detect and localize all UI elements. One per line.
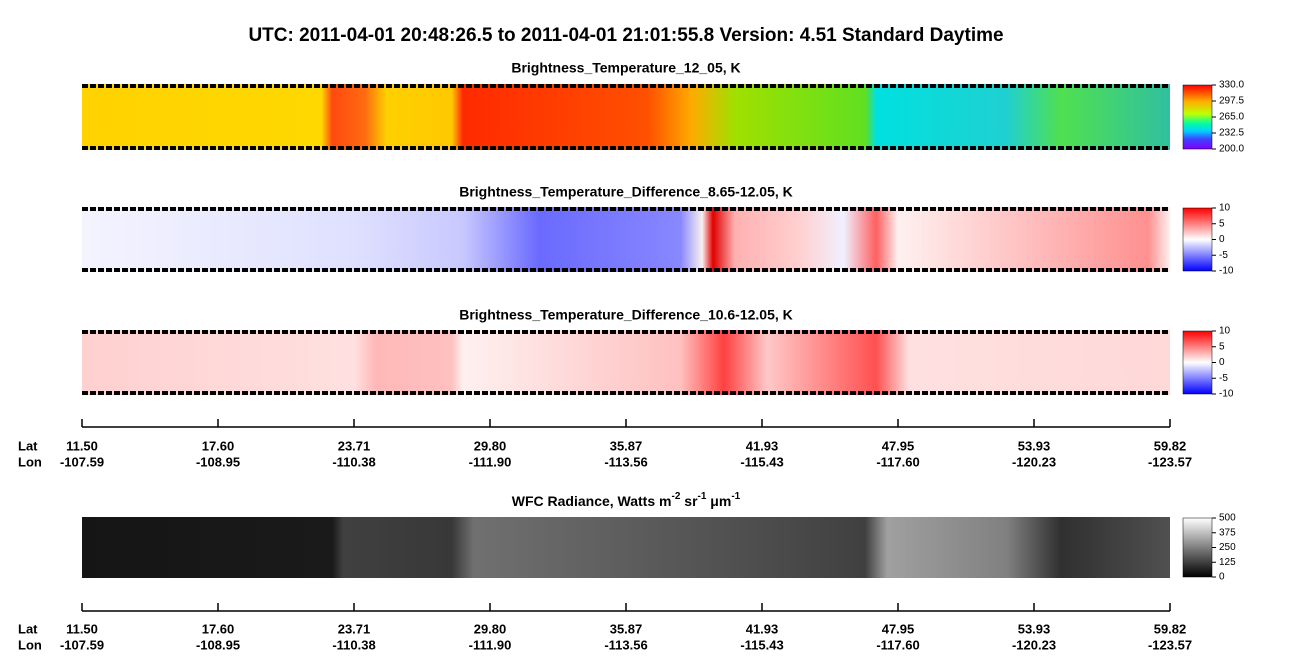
lat-tick-label: 41.93 xyxy=(746,438,779,453)
lon-tick-label: -117.60 xyxy=(876,637,919,652)
image-strip xyxy=(82,207,1170,272)
lon-tick-label: -108.95 xyxy=(196,637,240,652)
lat-tick-label: 11.50 xyxy=(66,438,98,453)
panel-title: Brightness_Temperature_Difference_8.65-1… xyxy=(459,184,793,200)
lat-tick-label: 47.95 xyxy=(882,621,915,636)
lon-label: Lon xyxy=(18,637,42,652)
colorbar-label: 297.5 xyxy=(1219,96,1244,107)
lon-tick-label: -117.60 xyxy=(876,454,919,469)
lon-tick-label: -110.38 xyxy=(332,454,375,469)
lon-tick-label: -120.23 xyxy=(1012,454,1056,469)
lon-tick-label: -123.57 xyxy=(1148,454,1192,469)
lat-label: Lat xyxy=(18,438,38,453)
lat-tick-label: 41.93 xyxy=(746,621,779,636)
colorbar-label: 5 xyxy=(1219,218,1225,229)
lat-tick-label: 29.80 xyxy=(474,621,507,636)
colorbar-label: -5 xyxy=(1219,250,1228,261)
colorbar-label: 375 xyxy=(1219,527,1236,538)
colorbar-label: 10 xyxy=(1219,203,1231,214)
lon-tick-label: -115.43 xyxy=(740,454,783,469)
colorbar xyxy=(1182,517,1213,578)
colorbar-label: 125 xyxy=(1219,557,1236,568)
image-strip xyxy=(82,517,1170,578)
colorbar-label: 0 xyxy=(1219,572,1225,583)
title-part: -1 xyxy=(731,491,740,502)
lon-tick-label: -107.59 xyxy=(60,637,104,652)
lon-tick-label: -113.56 xyxy=(604,637,647,652)
lon-tick-label: -110.38 xyxy=(332,637,375,652)
lon-tick-label: -111.90 xyxy=(469,454,512,469)
title-part: μm xyxy=(706,493,731,509)
image-strip xyxy=(82,84,1170,150)
lon-tick-label: -115.43 xyxy=(740,637,783,652)
colorbar-label: 500 xyxy=(1219,513,1236,524)
lat-tick-label: 47.95 xyxy=(882,438,915,453)
figure-title: UTC: 2011-04-01 20:48:26.5 to 2011-04-01… xyxy=(248,25,1003,46)
lon-tick-label: -111.90 xyxy=(469,637,512,652)
panel-title: Brightness_Temperature_12_05, K xyxy=(511,60,740,76)
colorbar-label: -5 xyxy=(1219,373,1228,384)
lon-tick-label: -123.57 xyxy=(1148,637,1192,652)
lat-tick-label: 11.50 xyxy=(66,621,98,636)
lat-tick-label: 59.82 xyxy=(1154,621,1187,636)
colorbar-label: -10 xyxy=(1219,389,1234,400)
title-part: -2 xyxy=(671,491,680,502)
lat-tick-label: 23.71 xyxy=(338,438,371,453)
colorbar-label: 10 xyxy=(1219,326,1231,337)
image-strip xyxy=(82,330,1170,395)
title-part: sr xyxy=(680,493,698,509)
colorbar xyxy=(1182,84,1213,150)
lat-tick-label: 17.60 xyxy=(202,438,235,453)
lat-label: Lat xyxy=(18,621,38,636)
colorbar-label: 5 xyxy=(1219,341,1225,352)
lon-tick-label: -120.23 xyxy=(1012,637,1056,652)
title-part: WFC Radiance, Watts m xyxy=(512,493,672,509)
panel-title: Brightness_Temperature_Difference_10.6-1… xyxy=(459,307,793,323)
colorbar-label: 265.0 xyxy=(1219,112,1244,123)
lon-tick-label: -107.59 xyxy=(60,454,104,469)
colorbar-label: -10 xyxy=(1219,266,1234,277)
lat-tick-label: 17.60 xyxy=(202,621,235,636)
lat-tick-label: 35.87 xyxy=(610,438,643,453)
lat-tick-label: 29.80 xyxy=(474,438,507,453)
colorbar-label: 250 xyxy=(1219,542,1236,553)
colorbar-label: 200.0 xyxy=(1219,144,1244,155)
lat-tick-label: 35.87 xyxy=(610,621,643,636)
lon-tick-label: -108.95 xyxy=(196,454,240,469)
title-part: -1 xyxy=(698,491,707,502)
colorbar-label: 0 xyxy=(1219,357,1225,368)
lat-tick-label: 53.93 xyxy=(1018,621,1051,636)
lon-label: Lon xyxy=(18,454,42,469)
lat-tick-label: 59.82 xyxy=(1154,438,1187,453)
colorbar xyxy=(1182,330,1213,395)
colorbar-label: 0 xyxy=(1219,234,1225,245)
colorbar-label: 232.5 xyxy=(1219,128,1244,139)
panel-title: WFC Radiance, Watts m-2 sr-1 μm-1 xyxy=(512,491,741,509)
colorbar-label: 330.0 xyxy=(1219,80,1244,91)
lat-tick-label: 53.93 xyxy=(1018,438,1051,453)
lat-tick-label: 23.71 xyxy=(338,621,371,636)
colorbar xyxy=(1182,207,1213,272)
lon-tick-label: -113.56 xyxy=(604,454,647,469)
